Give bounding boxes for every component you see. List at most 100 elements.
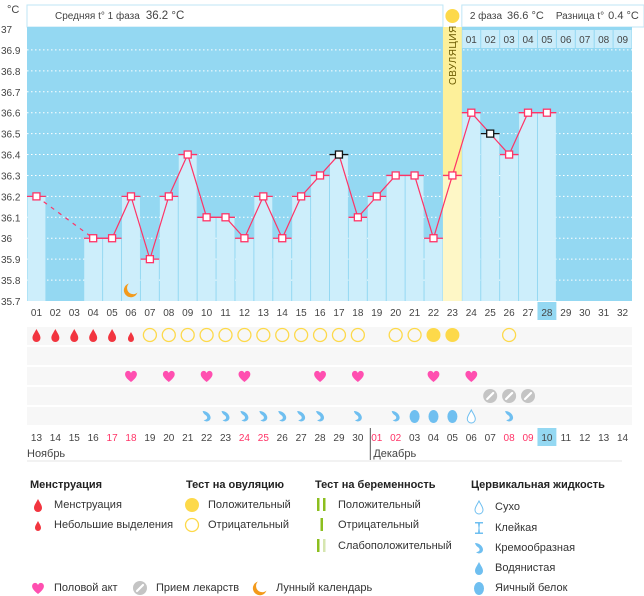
temperature-point <box>164 192 173 201</box>
cervical-creamy-icon[interactable] <box>240 411 249 422</box>
y-tick-label: 35.9 <box>1 255 21 266</box>
pill-icon[interactable] <box>483 389 498 403</box>
ovulation-test-negative-icon[interactable] <box>142 327 158 343</box>
temperature-point <box>391 171 400 180</box>
date-label: 27 <box>296 433 308 444</box>
temperature-line <box>187 154 208 218</box>
ovulation-test-positive-icon[interactable] <box>426 328 441 342</box>
pill-icon <box>132 580 148 596</box>
pill-icon[interactable] <box>502 389 517 403</box>
menstruation-icon[interactable] <box>51 329 60 342</box>
menstruation-icon[interactable] <box>32 329 41 342</box>
phase2-day-label: 04 <box>522 35 534 46</box>
temperature-bar <box>462 112 481 301</box>
y-tick-label: 36.7 <box>1 88 21 99</box>
diff-label: Разница t° <box>556 11 604 22</box>
ovulation-test-positive-icon[interactable] <box>445 328 460 342</box>
temperature-bar <box>386 175 405 301</box>
cycle-day-label: 16 <box>314 308 326 319</box>
temperature-point <box>334 150 344 159</box>
heart-icon[interactable] <box>465 370 478 382</box>
menstruation-icon[interactable] <box>70 329 79 342</box>
temperature-point <box>221 213 230 222</box>
temperature-point <box>259 192 268 201</box>
ovulation-test-negative-icon[interactable] <box>237 327 252 343</box>
temperature-bar <box>500 154 519 301</box>
current-day-highlight <box>537 302 557 320</box>
cycle-day-label: 08 <box>163 308 175 319</box>
light-bleeding-icon[interactable] <box>127 332 134 342</box>
ovulation-test-negative-icon[interactable] <box>199 327 214 343</box>
ovulation-test-negative-icon[interactable] <box>218 327 233 343</box>
cervical-eggwhite-icon[interactable] <box>409 410 420 423</box>
menstruation-icon[interactable] <box>108 329 117 342</box>
cervical-eggwhite-icon[interactable] <box>428 410 439 423</box>
ovulation-test-negative-icon[interactable] <box>388 327 403 343</box>
ovulation-test-negative-icon[interactable] <box>312 327 328 343</box>
cervical-creamy-icon[interactable] <box>221 411 230 422</box>
ovulation-test-negative-icon[interactable] <box>501 327 517 343</box>
symbol-row <box>27 327 632 345</box>
date-label: 28 <box>314 433 326 444</box>
temperature-line <box>281 196 302 239</box>
cervical-creamy-icon[interactable] <box>316 411 325 422</box>
cervical-creamy-icon[interactable] <box>353 411 362 422</box>
cycle-day-label: 28 <box>541 308 553 319</box>
heart-icon[interactable] <box>125 370 137 382</box>
ovulation-test-negative-icon[interactable] <box>407 327 422 343</box>
heart-icon[interactable] <box>200 370 213 382</box>
cervical-creamy-icon[interactable] <box>202 411 211 422</box>
menstruation-icon[interactable] <box>89 329 98 342</box>
cycle-day-label: 21 <box>409 308 421 319</box>
empty-circle-icon <box>184 517 200 533</box>
heart-icon[interactable] <box>427 370 440 382</box>
cervical-creamy-icon[interactable] <box>297 411 306 422</box>
ovulation-test-negative-icon[interactable] <box>293 327 309 343</box>
ovulation-test-negative-icon[interactable] <box>256 327 271 343</box>
cervical-dry-icon[interactable] <box>466 408 476 424</box>
legend-cervical-eggwhite: Яичный белок <box>471 580 567 596</box>
date-label: 02 <box>390 433 402 444</box>
temperature-point <box>296 192 306 201</box>
temperature-line <box>130 196 151 260</box>
temperature-bar <box>292 196 311 301</box>
blue-drop-icon <box>471 560 487 576</box>
temperature-point <box>353 213 363 222</box>
date-label: 08 <box>504 433 516 444</box>
heart-icon[interactable] <box>351 370 364 382</box>
ovulation-test-negative-icon[interactable] <box>275 327 290 343</box>
phase2-day-label: 08 <box>598 35 610 46</box>
temperature-bar <box>481 133 500 301</box>
date-label: 13 <box>31 433 43 444</box>
temperature-bar <box>140 259 159 301</box>
ovulation-bar <box>442 175 462 301</box>
y-tick-label: 36.3 <box>1 171 21 182</box>
heart-icon[interactable] <box>314 370 326 382</box>
temperature-point <box>315 171 325 180</box>
ovulation-test-negative-icon[interactable] <box>180 327 195 343</box>
cervical-creamy-icon[interactable] <box>505 411 514 422</box>
cervical-creamy-icon[interactable] <box>259 411 268 422</box>
ovulation-test-negative-icon[interactable] <box>161 327 176 343</box>
pill-icon[interactable] <box>521 389 536 403</box>
heart-icon[interactable] <box>162 370 175 382</box>
cycle-day-label: 06 <box>125 308 137 319</box>
cervical-eggwhite-icon[interactable] <box>447 410 458 423</box>
cycle-day-label: 11 <box>220 308 231 319</box>
date-label: 03 <box>409 433 421 444</box>
cervical-creamy-icon[interactable] <box>391 411 400 422</box>
ovulation-test-negative-icon[interactable] <box>350 327 366 343</box>
one-line-icon <box>314 517 330 533</box>
date-label: 01 <box>371 433 383 444</box>
legend-moon: Лунный календарь <box>252 580 372 596</box>
cervical-creamy-icon[interactable] <box>278 411 287 422</box>
temperature-line <box>168 154 189 197</box>
cycle-day-label: 22 <box>428 308 440 319</box>
heart-icon[interactable] <box>238 370 251 382</box>
date-label: 14 <box>617 433 629 444</box>
cycle-day-label: 31 <box>598 308 610 319</box>
cycle-day-label: 14 <box>277 308 289 319</box>
moon-icon <box>123 283 138 298</box>
cycle-day-label: 09 <box>182 308 194 319</box>
ovulation-test-negative-icon[interactable] <box>331 327 347 343</box>
